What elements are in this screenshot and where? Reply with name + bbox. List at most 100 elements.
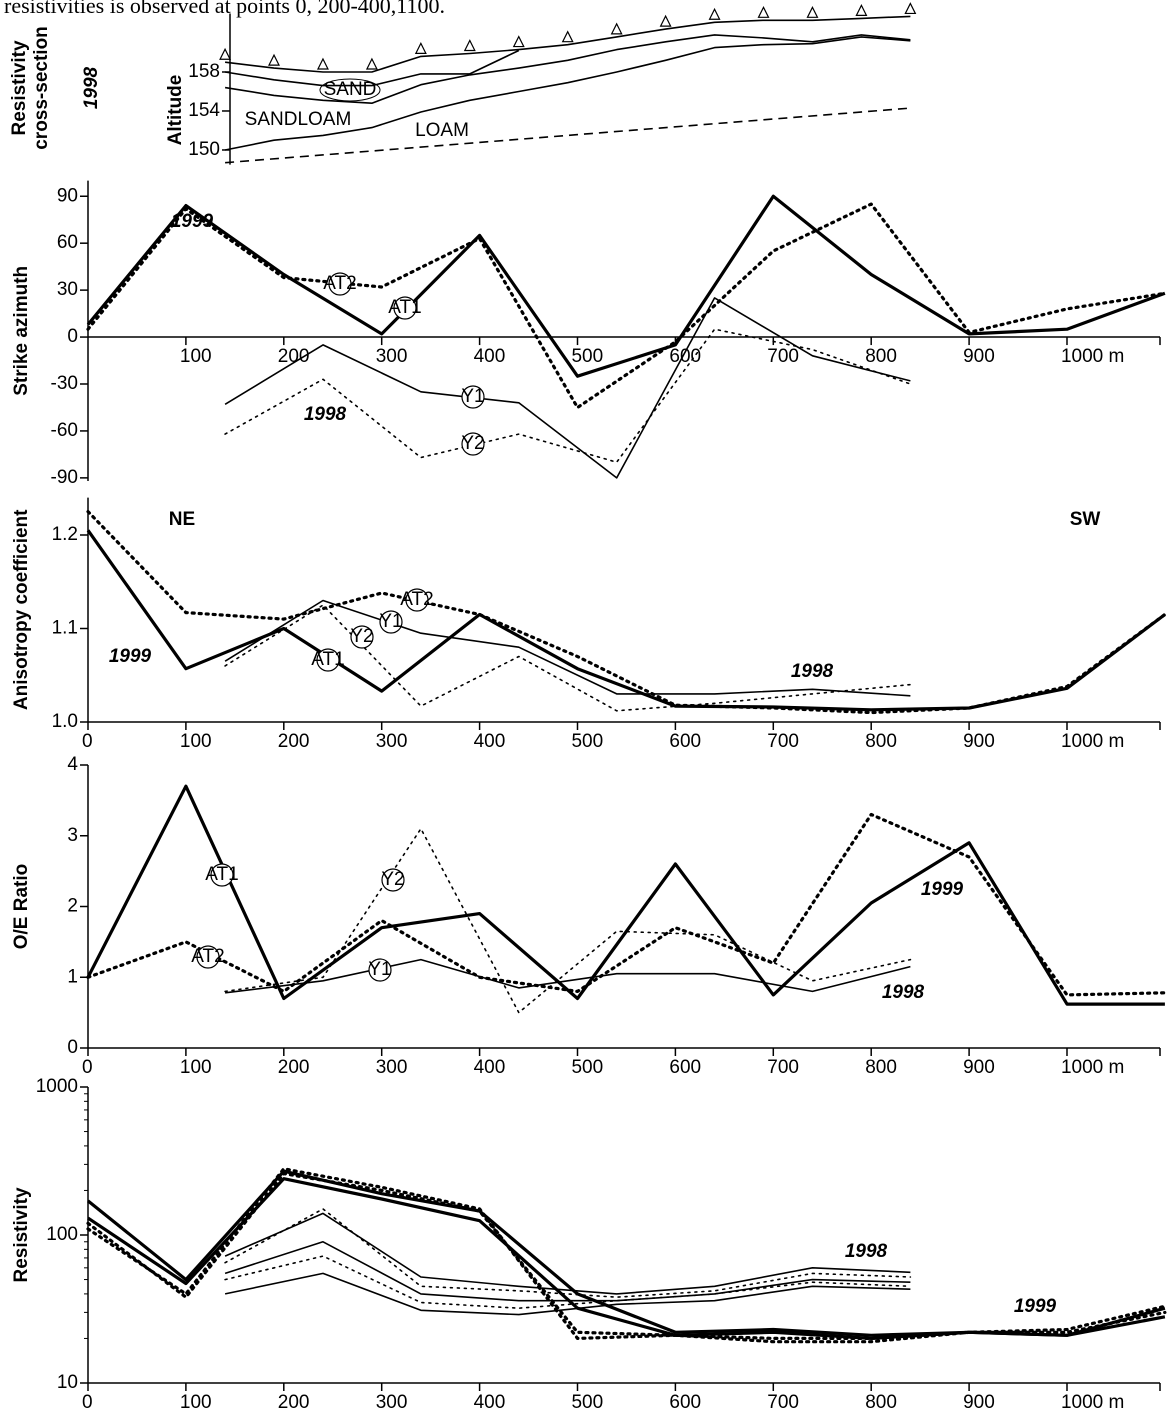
station-marker (708, 7, 721, 20)
annotation: AT2 (400, 589, 433, 610)
annotation: SAND (324, 79, 377, 100)
x-tick-label: 100 (180, 731, 212, 752)
x-tick-label: 800 (865, 346, 897, 367)
series-line (224, 49, 520, 87)
y-tick-label: 3 (67, 825, 78, 846)
x-tick-label: 700 (767, 1057, 799, 1078)
annotation: LOAM (415, 120, 469, 141)
series-line (86, 1172, 1167, 1340)
x-tick-label: 900 (963, 1057, 995, 1078)
station-marker (659, 14, 672, 27)
y-tick-label: 1 (67, 966, 78, 987)
x-tick-label: 900 (963, 346, 995, 367)
series-line (86, 194, 1166, 378)
annotation: Y1 (461, 386, 484, 407)
label-circle (379, 610, 403, 634)
y-axis-title: Altitude (165, 75, 186, 146)
annotation: SW (1070, 509, 1101, 530)
station-marker (463, 39, 476, 52)
x-tick-label: 300 (376, 1392, 408, 1413)
y-tick-label: 1.2 (52, 524, 78, 545)
x-tick-label: 300 (376, 346, 408, 367)
annotation: 1999 (109, 646, 152, 667)
y-tick-label: 90 (57, 185, 78, 206)
annotation: 1998 (845, 1241, 888, 1262)
annotation: 1998 (791, 661, 834, 682)
station-marker (561, 30, 574, 43)
station-marker (806, 5, 819, 18)
series-line (224, 1208, 912, 1298)
annotation: 1998 (304, 404, 347, 425)
series-line (225, 958, 911, 994)
annotation: Y1 (379, 611, 402, 632)
y-tick-label: -90 (51, 467, 78, 488)
y-tick-label: 2 (67, 896, 78, 917)
series-line (224, 1272, 911, 1316)
annotation: Y2 (350, 626, 373, 647)
label-circle (210, 863, 234, 887)
y-axis-title: Strike azimuth (11, 266, 32, 396)
x-tick-label: 300 (376, 1057, 408, 1078)
series-line (225, 15, 911, 73)
annotation: AT1 (388, 297, 421, 318)
y-axis-title: Resistivity (11, 1187, 32, 1282)
y-tick-label: 1.0 (52, 711, 78, 732)
x-tick-label: 600 (669, 1392, 701, 1413)
station-marker (365, 57, 378, 70)
x-tick-label: 500 (571, 731, 603, 752)
annotation: Y2 (381, 869, 404, 890)
y-tick-label: 154 (188, 100, 220, 121)
x-tick-label: 600 (669, 1057, 701, 1078)
station-marker (268, 53, 280, 66)
series-line (224, 604, 912, 712)
label-circle (196, 945, 220, 969)
station-marker (610, 22, 623, 35)
series-line (224, 827, 912, 1014)
x-tick-label: 800 (865, 1057, 897, 1078)
annotation: 1999 (171, 211, 214, 232)
x-tick-label: 400 (474, 731, 506, 752)
annotation: Y2 (461, 433, 484, 454)
y-axis-title: Anisotropy coefficient (11, 509, 32, 710)
y-tick-label: 0 (67, 326, 78, 347)
x-tick-label: 200 (278, 1392, 310, 1413)
series-line (224, 1212, 911, 1295)
annotation: Y1 (368, 959, 391, 980)
x-tick-label: 1000 m (1061, 1057, 1124, 1078)
y-tick-label: 60 (57, 232, 78, 253)
label-circle (368, 958, 392, 982)
label-circle (381, 868, 405, 892)
x-tick-label: 700 (767, 1392, 799, 1413)
x-tick-label: 200 (278, 1057, 310, 1078)
x-tick-label: 800 (865, 1392, 897, 1413)
document-text: resistivities is observed at points 0, 2… (4, 0, 445, 18)
y-tick-label: 10 (57, 1372, 78, 1393)
series-line (86, 1167, 1167, 1344)
y-tick-label: -30 (51, 373, 78, 394)
y-tick-label: 150 (188, 139, 220, 160)
x-tick-label: 100 (180, 1392, 212, 1413)
label-circle (316, 648, 340, 672)
series-line (224, 328, 912, 463)
y-tick-label: 1000 (36, 1076, 78, 1097)
series-line (224, 34, 911, 104)
label-circle (461, 432, 485, 456)
y-axis-title: O/E Ratio (11, 864, 32, 950)
y-tick-label: -60 (51, 420, 78, 441)
x-tick-label: 900 (963, 731, 995, 752)
x-tick-label: 1000 m (1061, 731, 1124, 752)
chart-subtitle: 1998 (81, 66, 102, 109)
series-line (224, 1255, 912, 1309)
series-line (224, 36, 911, 151)
series-line (86, 510, 1167, 715)
x-tick-label: 800 (865, 731, 897, 752)
station-marker (219, 47, 232, 60)
y-tick-label: 100 (46, 1224, 78, 1245)
station-marker (414, 42, 427, 54)
label-circle (405, 588, 429, 612)
x-tick-label: 100 (180, 1057, 212, 1078)
annotation: AT2 (323, 273, 356, 294)
x-tick-label: 200 (278, 346, 310, 367)
label-circle (328, 272, 352, 296)
station-marker (316, 57, 329, 70)
